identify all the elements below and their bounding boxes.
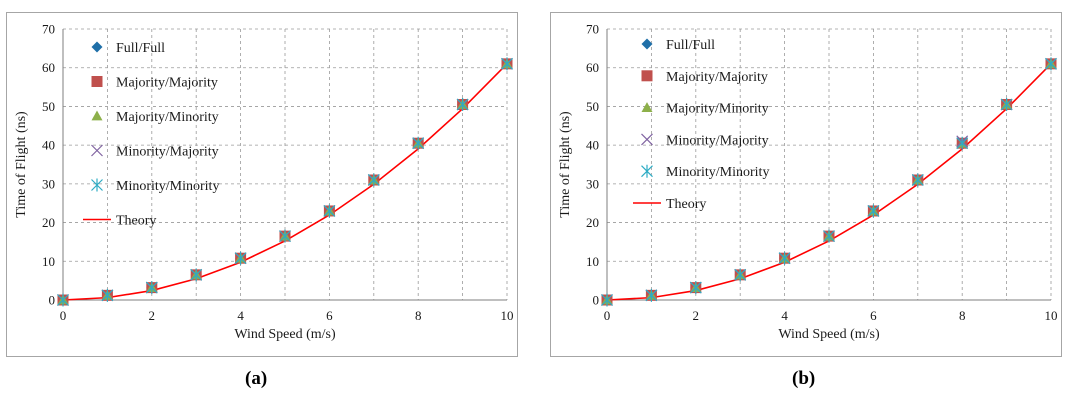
chart-b-legend-label: Majority/Majority [666,70,768,85]
chart-b-xtick-label: 10 [1045,308,1058,323]
chart-panel-b: 0 10 20 30 40 50 60 70 0 2 4 6 8 10 Wind Speed (m/s) Ti… [550,12,1062,357]
chart-a-legend-label: Majority/Minority [116,110,219,125]
chart-b-point-4 [734,268,747,282]
chart-b-point-4 [645,288,658,302]
chart-a-series-4 [57,57,513,307]
chart-b-legend-label: Minority/Minority [666,165,769,180]
chart-a-ytick-label: 10 [42,254,55,269]
chart-b-ytick-label: 60 [586,60,599,75]
chart-b-legend-label: Minority/Majority [666,133,769,148]
chart-a-legend-swatch [91,41,103,53]
chart-a-legend-swatch [91,144,103,157]
chart-a-legend-label: Minority/Majority [116,145,219,160]
chart-a-point-4 [501,57,513,71]
chart-b-grid [607,28,1052,300]
chart-b-point-4 [689,281,702,295]
chart-b-y-axis-label: Time of Flight (ns) [558,111,573,218]
chart-b-ytick-label: 20 [586,215,599,230]
chart-b-ytick-label: 0 [593,293,600,308]
chart-b-point-4 [1000,97,1013,111]
chart-b-ytick-label: 40 [586,138,599,153]
chart-b-point-4 [1045,57,1057,71]
chart-b-xtick-label: 2 [693,308,700,323]
chart-b-point-4 [778,251,791,265]
chart-b-legend-swatch [641,133,653,146]
chart-b-ytick-label: 30 [586,176,599,191]
chart-a-grid [63,28,508,300]
chart-a-ytick-label: 50 [42,99,55,114]
chart-a-legend-label: Theory [116,214,156,229]
chart-a-point-4 [456,97,469,111]
caption-a: (a) [245,368,268,389]
chart-a-xtick-label: 8 [415,308,422,323]
chart-a-legend-label: Full/Full [116,41,165,56]
chart-a-x-axis-label: Wind Speed (m/s) [234,327,336,342]
chart-b-xtick-label: 0 [604,308,611,323]
chart-a-legend-label: Minority/Minority [116,179,219,194]
chart-b-point-4 [956,136,969,150]
chart-b-point-4 [601,293,613,307]
chart-a-point-4 [323,204,336,218]
chart-a-xtick-label: 6 [326,308,333,323]
chart-b-legend-swatch [641,164,653,178]
chart-a-ytick-label: 40 [42,138,55,153]
chart-b-legend-label: Theory [666,197,706,212]
chart-a-xtick-label: 10 [501,308,514,323]
chart-b-legend: Full/Full Majority/Majority Majority/Minor… [633,38,769,212]
chart-b-legend-label: Full/Full [666,38,715,53]
chart-b-x-axis-label: Wind Speed (m/s) [778,327,880,342]
chart-a-point-4 [145,281,158,295]
chart-a-point-4 [190,268,203,282]
chart-a-legend-swatch [91,76,103,87]
chart-a-legend: Full/Full Majority/Majority Majority/Minor… [83,41,219,229]
chart-b-ytick-label: 50 [586,99,599,114]
chart-a-ytick-label: 20 [42,215,55,230]
chart-b-xtick-label: 4 [781,308,788,323]
chart-b-legend-swatch [641,102,653,112]
chart-a-ytick-label: 30 [42,176,55,191]
chart-b-point-4 [867,204,880,218]
chart-a-point-4 [412,136,425,150]
chart-b-xtick-label: 6 [870,308,877,323]
chart-a-ytick-label: 0 [49,293,56,308]
chart-a-point-4 [57,293,69,307]
chart-b-point-4 [823,229,835,243]
chart-a-ytick-label: 60 [42,60,55,75]
chart-a-point-4 [279,229,291,243]
chart-b-svg: 0 10 20 30 40 50 60 70 0 2 4 6 8 10 Wind Speed (m/s) Ti… [558,22,1058,343]
chart-a-ytick-label: 70 [42,22,55,37]
chart-b-legend-swatch [641,70,653,82]
chart-b-legend-swatch [641,38,653,50]
chart-a-point-4 [367,173,380,187]
chart-b-series-4 [601,57,1057,307]
chart-b-legend-label: Majority/Minority [666,102,769,117]
chart-b-ytick-label: 10 [586,254,599,269]
chart-a-y-axis-label: Time of Flight (ns) [14,111,29,218]
chart-panel-a: 0 10 20 30 40 50 60 70 0 2 4 6 8 10 Wind Speed (m/s) Ti… [6,12,518,357]
chart-b-xtick-label: 8 [959,308,966,323]
chart-b-point-4 [911,173,924,187]
chart-a-xtick-label: 4 [237,308,244,323]
chart-b-ytick-label: 70 [586,22,599,37]
chart-a-point-4 [101,288,114,302]
chart-a-svg: 0 10 20 30 40 50 60 70 0 2 4 6 8 10 Wind Speed (m/s) Ti… [14,22,514,343]
chart-a-point-4 [234,251,247,265]
caption-b: (b) [792,368,816,389]
chart-a-legend-swatch [91,178,103,192]
chart-a-legend-swatch [91,110,103,121]
chart-a-legend-label: Majority/Majority [116,76,218,91]
chart-a-xtick-label: 0 [60,308,67,323]
chart-a-xtick-label: 2 [149,308,156,323]
